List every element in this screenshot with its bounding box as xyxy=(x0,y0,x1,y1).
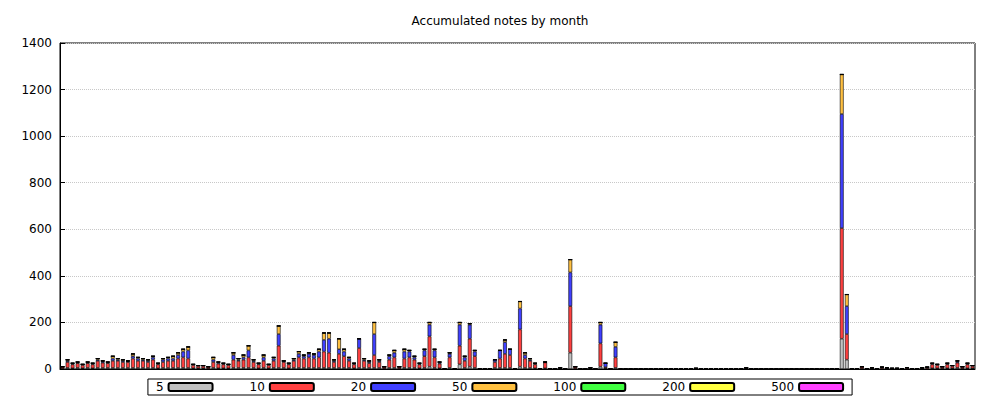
svg-text:200: 200 xyxy=(662,380,685,394)
svg-text:5: 5 xyxy=(156,380,164,394)
svg-text:100: 100 xyxy=(553,380,576,394)
svg-text:400: 400 xyxy=(29,269,52,283)
svg-text:20: 20 xyxy=(351,380,366,394)
svg-text:1400: 1400 xyxy=(21,36,52,50)
svg-text:1000: 1000 xyxy=(21,129,52,143)
svg-text:800: 800 xyxy=(29,176,52,190)
svg-text:200: 200 xyxy=(29,315,52,329)
svg-text:0: 0 xyxy=(44,362,52,376)
svg-text:600: 600 xyxy=(29,222,52,236)
svg-text:Accumulated notes by month: Accumulated notes by month xyxy=(412,14,589,28)
svg-text:10: 10 xyxy=(250,380,265,394)
svg-text:1200: 1200 xyxy=(21,83,52,97)
svg-text:50: 50 xyxy=(452,380,467,394)
svg-text:500: 500 xyxy=(771,380,794,394)
